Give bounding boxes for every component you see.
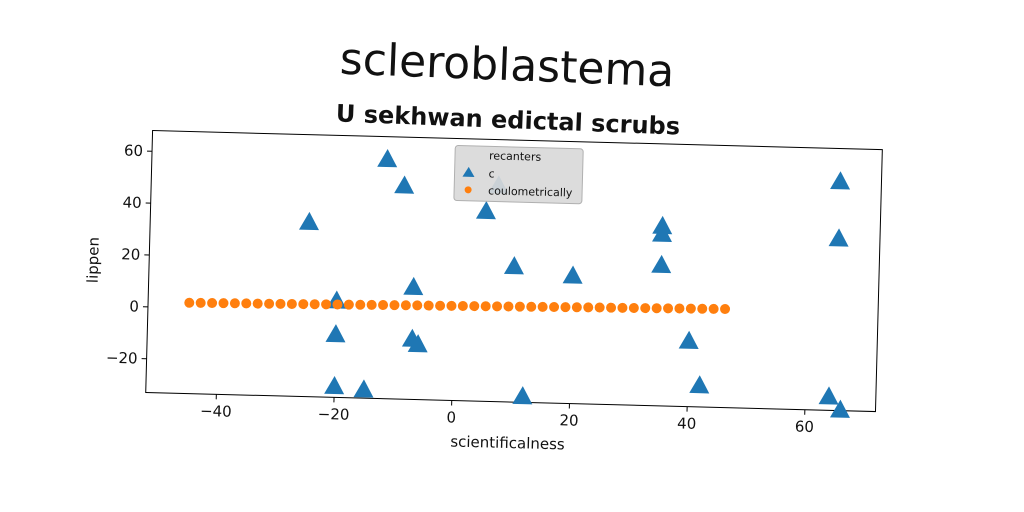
- data-point-coulometrically: [606, 302, 617, 313]
- data-point-coulometrically: [560, 302, 571, 313]
- data-point-coulometrically: [514, 301, 525, 312]
- data-point-c: [678, 330, 699, 350]
- data-point-coulometrically: [286, 298, 297, 309]
- data-point-coulometrically: [378, 300, 389, 311]
- data-point-coulometrically: [492, 301, 503, 312]
- y-tick-label: 0: [129, 297, 139, 315]
- chart-title: scleroblastema: [339, 34, 675, 98]
- data-point-coulometrically: [298, 299, 309, 310]
- data-point-coulometrically: [628, 302, 639, 313]
- data-point-c: [651, 254, 672, 274]
- data-point-coulometrically: [663, 303, 674, 314]
- data-point-c: [407, 334, 428, 353]
- data-point-coulometrically: [594, 302, 605, 313]
- data-point-c: [325, 324, 346, 343]
- data-point-coulometrically: [264, 298, 275, 309]
- data-point-coulometrically: [275, 298, 286, 309]
- y-axis-label: lippen: [84, 237, 103, 284]
- data-point-coulometrically: [720, 304, 731, 315]
- data-point-c: [394, 175, 415, 194]
- data-point-c: [689, 375, 710, 394]
- legend-entry-coulometrically: coulometrically: [488, 184, 573, 199]
- data-point-c: [324, 376, 345, 395]
- data-point-c: [818, 386, 839, 405]
- data-point-coulometrically: [343, 299, 354, 310]
- data-point-coulometrically: [503, 301, 514, 312]
- data-point-c: [403, 276, 424, 296]
- data-point-coulometrically: [423, 300, 434, 311]
- data-point-coulometrically: [697, 303, 708, 314]
- legend-entry-c: c: [488, 167, 494, 180]
- data-point-coulometrically: [184, 297, 195, 308]
- series-layer: [184, 149, 851, 418]
- data-point-coulometrically: [389, 300, 400, 311]
- data-point-coulometrically: [241, 298, 252, 309]
- x-tick-label: 20: [559, 411, 579, 429]
- data-point-c: [512, 386, 533, 405]
- data-point-coulometrically: [685, 303, 696, 314]
- data-point-coulometrically: [446, 300, 457, 311]
- data-point-coulometrically: [640, 303, 651, 314]
- x-axis: −40 −20 0 20 40 60: [200, 394, 815, 436]
- y-tick-label: 40: [122, 193, 142, 211]
- y-tick-label: 20: [121, 245, 141, 263]
- x-tick-label: 60: [795, 417, 815, 435]
- data-point-c: [830, 171, 851, 190]
- legend-marker-coulometrically: [464, 186, 472, 194]
- legend-box: [453, 145, 584, 205]
- data-point-c: [353, 379, 374, 398]
- data-point-coulometrically: [366, 299, 377, 310]
- data-point-coulometrically: [309, 299, 320, 310]
- legend-marker-c: [462, 166, 475, 177]
- data-point-coulometrically: [332, 299, 343, 310]
- data-point-coulometrically: [549, 302, 560, 313]
- y-tick-label: −20: [106, 349, 138, 368]
- data-point-coulometrically: [252, 298, 263, 309]
- data-point-c: [475, 200, 496, 220]
- x-tick-label: −20: [318, 405, 350, 424]
- data-point-c: [562, 265, 583, 284]
- data-point-coulometrically: [651, 303, 662, 314]
- data-point-coulometrically: [526, 301, 537, 312]
- legend: recanters c coulometrically: [453, 145, 584, 205]
- data-point-coulometrically: [674, 303, 685, 314]
- y-tick-label: 60: [124, 142, 144, 160]
- data-point-coulometrically: [537, 301, 548, 312]
- data-point-coulometrically: [412, 300, 423, 311]
- data-point-c: [377, 149, 398, 168]
- data-point-coulometrically: [195, 297, 206, 308]
- data-point-c: [829, 399, 850, 418]
- data-point-c: [652, 223, 673, 242]
- y-axis: −20 0 20 40 60: [106, 142, 153, 368]
- plot-area: −40 −20 0 20 40 60 −20 0 20 40 60 recanters c coulo…: [84, 130, 883, 453]
- x-tick-label: 40: [677, 414, 697, 432]
- x-tick-label: −40: [200, 402, 232, 421]
- chart-subtitle: U sekhwan edictal scrubs: [335, 99, 680, 140]
- legend-title: recanters: [489, 149, 542, 163]
- data-point-coulometrically: [400, 300, 411, 311]
- x-axis-label: scientificalness: [450, 432, 565, 453]
- data-point-coulometrically: [218, 298, 229, 309]
- x-tick-label: 0: [446, 408, 456, 426]
- data-point-c: [828, 228, 849, 247]
- data-point-coulometrically: [583, 302, 594, 313]
- data-point-coulometrically: [229, 298, 240, 309]
- data-point-coulometrically: [469, 301, 480, 312]
- data-point-coulometrically: [321, 299, 332, 310]
- data-point-coulometrically: [571, 302, 582, 313]
- data-point-coulometrically: [435, 300, 446, 311]
- data-point-c: [298, 211, 319, 231]
- data-point-coulometrically: [355, 299, 366, 310]
- data-point-coulometrically: [207, 298, 218, 309]
- data-point-coulometrically: [480, 301, 491, 312]
- data-point-coulometrically: [617, 302, 628, 313]
- data-point-coulometrically: [457, 300, 468, 311]
- data-point-coulometrically: [708, 303, 719, 314]
- data-point-c: [503, 256, 524, 275]
